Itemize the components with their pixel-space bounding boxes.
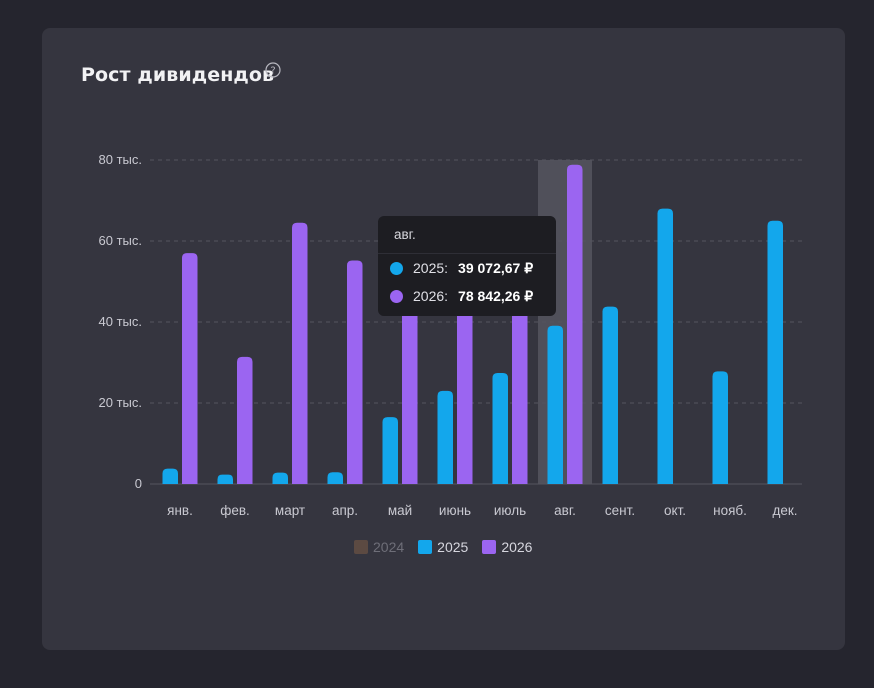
legend-item-2024[interactable]: 2024: [354, 539, 404, 555]
bar-2025-10[interactable]: [712, 371, 729, 484]
y-tick-label: 40 тыс.: [99, 314, 142, 329]
legend-label: 2026: [501, 539, 533, 555]
bar-2025-9[interactable]: [657, 208, 674, 484]
y-tick-label: 20 тыс.: [99, 395, 142, 410]
x-tick-label: сент.: [605, 503, 635, 518]
tooltip-year: 2026:: [413, 288, 449, 304]
legend-swatch: [418, 540, 433, 554]
bar-2026-2[interactable]: [292, 222, 308, 484]
tooltip-row-2026: 2026: 78 842,26 ₽: [378, 282, 556, 310]
x-tick-label: окт.: [664, 503, 686, 518]
x-tick-label: апр.: [332, 503, 358, 518]
tooltip-month: авг.: [378, 216, 556, 254]
question-circle-icon[interactable]: ?: [265, 62, 281, 78]
bar-2025-0[interactable]: [162, 468, 179, 484]
x-tick-label: март: [275, 503, 305, 518]
legend-item-2025[interactable]: 2025: [418, 539, 468, 555]
bar-2025-3[interactable]: [327, 472, 344, 484]
x-tick-label: июль: [494, 503, 526, 518]
tooltip-year: 2025:: [413, 260, 449, 276]
bar-2025-1[interactable]: [217, 474, 234, 484]
svg-text:?: ?: [270, 66, 275, 77]
bar-2025-7[interactable]: [547, 325, 564, 484]
legend-swatch: [354, 540, 368, 554]
y-tick-label: 80 тыс.: [99, 152, 142, 167]
y-tick-label: 0: [135, 476, 142, 491]
dividend-growth-card: Рост дивидендов ? 0 20 тыс. 40 тыс. 60 тыс.…: [42, 28, 845, 650]
chart-legend: 2024 2025 2026: [354, 539, 532, 555]
bar-2025-11[interactable]: [767, 220, 784, 484]
bar-2026-3[interactable]: [347, 260, 363, 484]
bar-2026-1[interactable]: [237, 356, 253, 484]
bar-2025-2[interactable]: [272, 472, 289, 484]
x-tick-label: июнь: [439, 503, 471, 518]
series-2025-dot-icon: [390, 261, 403, 275]
series-2026-dot-icon: [390, 289, 403, 303]
legend-label: 2024: [373, 539, 405, 555]
x-tick-label: дек.: [772, 503, 797, 518]
bar-2026-7[interactable]: [567, 164, 583, 484]
bar-2025-5[interactable]: [437, 390, 454, 484]
tooltip-value: 39 072,67 ₽: [458, 259, 534, 276]
x-tick-label: май: [388, 503, 412, 518]
y-tick-label: 60 тыс.: [99, 233, 142, 248]
x-tick-label: янв.: [167, 503, 193, 518]
legend-item-2026[interactable]: 2026: [482, 539, 532, 555]
tooltip-value: 78 842,26 ₽: [458, 287, 534, 304]
bar-2026-0[interactable]: [182, 253, 198, 484]
tooltip-row-2025: 2025: 39 072,67 ₽: [378, 254, 556, 282]
legend-swatch: [482, 540, 497, 554]
x-tick-label: фев.: [220, 503, 250, 518]
card-title: Рост дивидендов: [81, 64, 275, 86]
bar-2025-8[interactable]: [602, 306, 619, 484]
bar-2025-6[interactable]: [492, 373, 509, 484]
chart-tooltip: авг. 2025: 39 072,67 ₽ 2026: 78 842,26 ₽: [378, 216, 556, 316]
legend-label: 2025: [437, 539, 469, 555]
x-tick-label: авг.: [554, 503, 576, 518]
bar-2025-4[interactable]: [382, 417, 399, 484]
bar-2026-4[interactable]: [402, 273, 418, 484]
x-tick-label: нояб.: [713, 503, 747, 518]
